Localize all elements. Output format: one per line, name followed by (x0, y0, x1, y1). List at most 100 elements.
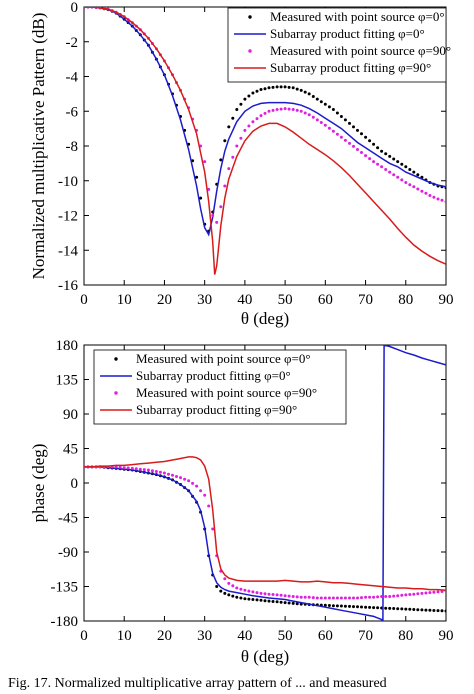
x-tick-label: 0 (80, 292, 88, 308)
series-point-2 (343, 596, 347, 600)
series-point-2 (150, 469, 154, 473)
series-point-0 (303, 90, 307, 94)
series-point-0 (231, 594, 235, 598)
series-point-2 (420, 189, 424, 193)
series-line-3 (84, 456, 446, 592)
y-tick-label: 0 (71, 0, 79, 16)
x-tick-label: 10 (117, 628, 132, 644)
series-point-0 (315, 97, 319, 101)
series-point-2 (327, 596, 331, 600)
series-point-2 (239, 136, 243, 140)
series-point-2 (319, 596, 323, 600)
series-point-2 (235, 586, 239, 590)
series-point-0 (243, 597, 247, 601)
series-point-2 (239, 587, 243, 591)
series-point-2 (243, 588, 247, 592)
series-point-0 (348, 121, 351, 125)
series-point-0 (267, 86, 271, 90)
series-point-2 (259, 114, 263, 118)
series-point-2 (146, 468, 150, 472)
series-point-2 (396, 175, 400, 179)
series-point-0 (440, 609, 444, 613)
series-point-2 (335, 596, 339, 600)
series-point-2 (396, 594, 400, 598)
series-point-2 (307, 595, 311, 599)
series-point-2 (376, 595, 380, 599)
series-point-2 (307, 113, 311, 117)
legend-entry: Subarray product fitting φ=0° (270, 26, 425, 41)
series-point-2 (436, 590, 440, 594)
series-point-2 (424, 591, 428, 595)
y-tick-label: -12 (58, 209, 78, 225)
series-point-2 (368, 595, 372, 599)
series-point-2 (348, 596, 351, 600)
series-point-2 (303, 111, 307, 115)
series-point-0 (404, 165, 408, 169)
series-point-0 (219, 589, 223, 593)
series-point-2 (416, 592, 420, 596)
y-tick-label: 180 (56, 338, 79, 354)
series-point-2 (231, 584, 235, 588)
series-point-2 (175, 475, 178, 478)
series-point-0 (376, 146, 380, 150)
series-point-0 (360, 132, 363, 136)
series-point-0 (372, 142, 376, 146)
series-point-2 (315, 118, 319, 122)
x-tick-label: 70 (358, 628, 373, 644)
series-point-2 (271, 108, 275, 112)
series-point-0 (263, 599, 267, 603)
series-point-0 (416, 173, 420, 177)
series-point-2 (343, 138, 347, 142)
series-point-2 (287, 107, 291, 111)
series-point-0 (307, 92, 311, 96)
series-point-0 (263, 87, 267, 91)
series-point-2 (311, 596, 315, 600)
series-point-2 (275, 593, 279, 597)
series-point-2 (376, 162, 380, 166)
series-point-0 (352, 605, 355, 609)
y-tick-label: -8 (66, 139, 79, 155)
series-point-2 (404, 593, 408, 597)
x-tick-label: 60 (318, 628, 333, 644)
series-point-0 (352, 125, 355, 129)
series-point-2 (195, 484, 199, 488)
x-tick-label: 80 (398, 628, 413, 644)
x-tick-label: 70 (358, 292, 373, 308)
series-point-0 (271, 85, 275, 89)
series-point-0 (356, 605, 359, 609)
series-point-0 (275, 600, 279, 604)
series-point-0 (251, 598, 255, 601)
series-point-2 (299, 109, 303, 113)
figure-caption: Fig. 17. Normalized multiplicative array… (8, 676, 387, 691)
series-point-2 (251, 120, 255, 124)
series-point-0 (251, 91, 255, 95)
series-point-2 (368, 157, 372, 161)
series-point-0 (199, 196, 203, 200)
x-tick-label: 50 (278, 292, 293, 308)
series-point-0 (343, 118, 347, 122)
series-point-2 (287, 594, 291, 598)
series-point-2 (211, 214, 215, 217)
series-point-2 (130, 466, 134, 470)
y-axis-label: Normalized multiplicative Pattern (dB) (29, 13, 48, 280)
series-point-2 (291, 108, 295, 111)
series-point-2 (408, 183, 412, 187)
series-point-2 (408, 593, 412, 596)
series-point-2 (319, 121, 323, 124)
series-point-0 (311, 95, 315, 98)
series-point-0 (259, 88, 263, 91)
series-point-2 (247, 124, 251, 128)
series-point-0 (372, 606, 376, 610)
series-point-0 (432, 609, 436, 612)
legend-dot-sample (114, 357, 118, 361)
series-point-0 (291, 601, 295, 605)
series-point-2 (420, 591, 424, 595)
series-point-0 (364, 605, 368, 609)
series-point-0 (275, 85, 279, 89)
series-point-2 (142, 468, 146, 472)
series-point-2 (251, 590, 255, 594)
series-point-2 (436, 197, 440, 201)
series-point-0 (392, 607, 396, 610)
legend-entry: Measured with point source φ=90° (136, 385, 317, 400)
series-point-2 (207, 504, 211, 508)
